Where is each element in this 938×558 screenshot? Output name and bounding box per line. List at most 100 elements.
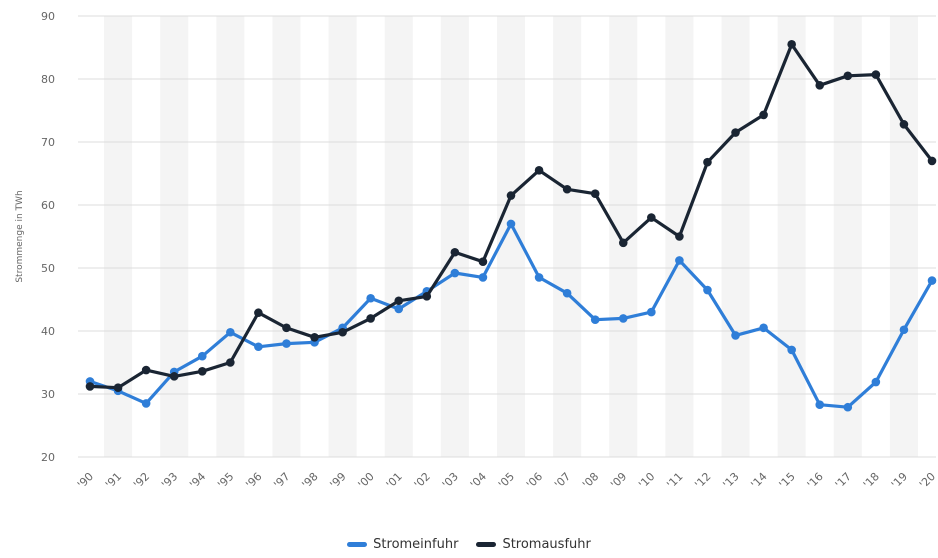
data-point-stromeinfuhr (759, 323, 768, 333)
legend-label-stromeinfuhr: Stromeinfuhr (373, 537, 459, 552)
y-tick-label: 40 (41, 325, 55, 338)
x-tick-label: '92 (131, 470, 152, 491)
y-gridlines (78, 15, 936, 458)
x-tick-label: '18 (861, 470, 882, 491)
x-tick-label: '17 (833, 470, 854, 491)
band-3 (160, 16, 189, 457)
x-tick-label: '95 (215, 470, 236, 491)
x-tick-label: '02 (412, 470, 433, 491)
data-point-stromeinfuhr (590, 315, 600, 324)
series-stromausfuhr (85, 40, 937, 393)
data-point-stromeinfuhr (534, 273, 544, 282)
data-point-stromeinfuhr (226, 327, 235, 337)
x-tick-label: '90 (75, 470, 96, 491)
data-point-stromausfuhr (899, 120, 909, 129)
data-point-stromausfuhr (703, 157, 712, 167)
data-point-stromeinfuhr (506, 219, 516, 229)
band-19 (609, 16, 638, 457)
band-29 (889, 16, 918, 457)
background-bands (104, 16, 918, 457)
band-23 (721, 16, 750, 457)
x-tick-label: '15 (777, 470, 798, 491)
data-point-stromausfuhr (590, 189, 600, 198)
legend-swatch-stromausfuhr (476, 542, 497, 547)
data-point-stromausfuhr (562, 184, 572, 194)
x-tick-label: '93 (159, 470, 180, 491)
x-tick-label: '91 (103, 470, 124, 491)
x-tick-label: '04 (468, 470, 489, 491)
data-point-stromausfuhr (254, 308, 263, 318)
band-9 (328, 16, 357, 457)
data-point-stromeinfuhr (141, 399, 151, 408)
y-tick-label: 20 (41, 451, 55, 464)
data-point-stromausfuhr (282, 323, 291, 333)
data-point-stromausfuhr (731, 128, 740, 137)
x-tick-label: '07 (552, 470, 573, 491)
data-point-stromausfuhr (871, 70, 881, 79)
legend: Stromeinfuhr Stromausfuhr (0, 537, 938, 552)
x-tick-labels: '90 '91 '92 '93 '94 '95 '96 '97 '98 '99 '00 '01 '02 '… (75, 470, 938, 491)
legend-item-stromausfuhr[interactable]: Stromausfuhr (476, 537, 591, 552)
data-point-stromausfuhr (647, 213, 656, 222)
data-point-stromeinfuhr (647, 307, 656, 317)
data-point-stromeinfuhr (843, 402, 853, 412)
x-tick-label: '01 (384, 470, 405, 491)
x-tick-label: '05 (496, 470, 517, 491)
x-tick-label: '98 (299, 470, 320, 491)
data-point-stromausfuhr (478, 257, 488, 267)
data-point-stromeinfuhr (254, 342, 263, 352)
data-point-stromausfuhr (113, 383, 123, 393)
x-tick-label: '20 (917, 470, 938, 491)
series-stromeinfuhr (85, 219, 937, 412)
x-tick-label: '09 (608, 470, 629, 491)
data-point-stromausfuhr (141, 365, 151, 375)
data-point-stromausfuhr (169, 372, 179, 381)
data-point-stromeinfuhr (703, 285, 712, 295)
y-tick-label: 60 (41, 199, 55, 212)
x-tick-label: '14 (748, 470, 769, 491)
data-point-stromeinfuhr (675, 256, 684, 265)
data-point-stromeinfuhr (478, 273, 488, 282)
y-tick-label: 70 (41, 136, 55, 149)
band-25 (777, 16, 806, 457)
x-tick-label: '97 (271, 470, 292, 491)
data-point-stromeinfuhr (366, 293, 375, 303)
band-7 (272, 16, 301, 457)
band-13 (440, 16, 469, 457)
x-tick-label: '16 (805, 470, 826, 491)
x-tick-label: '19 (889, 470, 910, 491)
band-5 (216, 16, 245, 457)
data-point-stromeinfuhr (282, 339, 291, 348)
band-15 (496, 16, 526, 457)
band-17 (553, 16, 582, 457)
data-point-stromausfuhr (787, 40, 796, 49)
legend-label-stromausfuhr: Stromausfuhr (502, 537, 591, 552)
y-tick-label: 80 (41, 73, 55, 86)
legend-item-stromeinfuhr[interactable]: Stromeinfuhr (347, 537, 458, 552)
data-point-stromeinfuhr (197, 351, 207, 361)
data-point-stromeinfuhr (394, 304, 404, 314)
data-point-stromausfuhr (310, 333, 319, 342)
data-point-stromausfuhr (338, 327, 347, 337)
data-point-stromausfuhr (843, 71, 853, 81)
x-tick-label: '13 (720, 470, 741, 491)
x-tick-label: '00 (356, 470, 377, 491)
x-tick-label: '11 (664, 470, 685, 491)
y-tick-label: 30 (41, 388, 55, 401)
y-tick-labels: 20 30 40 50 60 70 80 90 (41, 10, 55, 464)
x-tick-label: '99 (327, 470, 348, 491)
legend-swatch-stromeinfuhr (347, 542, 368, 547)
data-point-stromeinfuhr (927, 276, 937, 285)
data-point-stromausfuhr (618, 238, 628, 248)
data-point-stromeinfuhr (618, 314, 628, 323)
data-point-stromeinfuhr (562, 288, 572, 298)
data-point-stromausfuhr (759, 110, 768, 120)
x-tick-label: '06 (524, 470, 545, 491)
band-11 (384, 16, 413, 457)
y-tick-label: 50 (41, 262, 55, 275)
data-point-stromausfuhr (506, 191, 516, 200)
data-point-stromeinfuhr (871, 377, 881, 387)
data-point-stromausfuhr (422, 292, 432, 301)
data-point-stromeinfuhr (731, 331, 740, 340)
